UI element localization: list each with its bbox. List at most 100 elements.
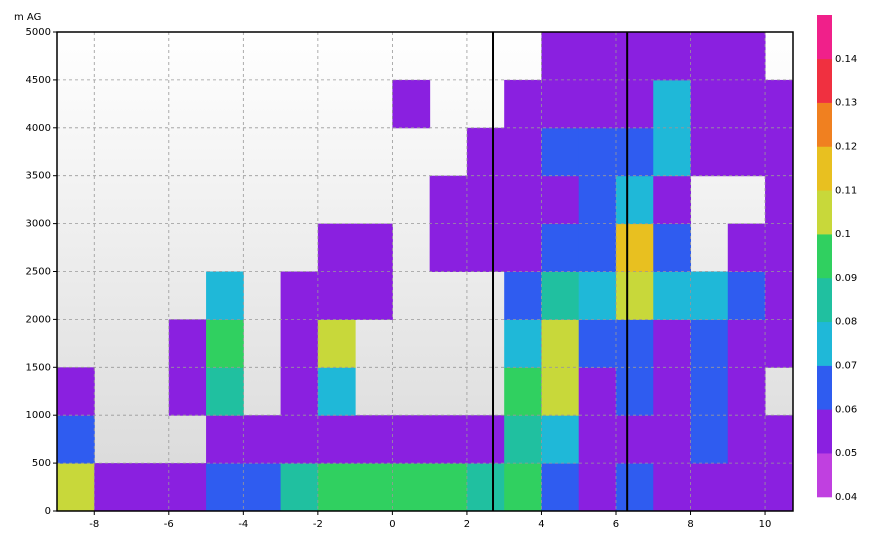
heat-cell <box>765 176 793 224</box>
heat-cell <box>504 224 542 272</box>
heat-cell <box>318 224 356 272</box>
colorbar-swatch <box>817 190 832 234</box>
heat-cell <box>728 80 766 128</box>
y-tick-label: 4000 <box>26 123 51 134</box>
heat-cell <box>691 463 729 511</box>
x-tick-label: -2 <box>313 519 323 530</box>
heat-cell <box>430 463 468 511</box>
y-tick-label: 5000 <box>26 27 51 38</box>
heat-cell <box>169 463 207 511</box>
heat-cell <box>355 272 393 320</box>
x-tick-label: 6 <box>613 519 619 530</box>
colorbar-swatch <box>817 103 832 147</box>
heat-cell <box>653 128 691 176</box>
heat-cell <box>243 415 281 463</box>
colorbar-swatch <box>817 409 832 453</box>
y-tick-label: 3000 <box>26 219 51 230</box>
colorbar-swatch <box>817 366 832 410</box>
heat-cell <box>504 319 542 367</box>
y-tick-label: 0 <box>45 506 51 517</box>
colorbar-label: 0.05 <box>835 448 857 459</box>
heat-cell <box>653 32 691 80</box>
x-tick-label: -8 <box>89 519 99 530</box>
heat-cell <box>169 319 207 367</box>
heat-cell <box>504 176 542 224</box>
colorbar-swatch <box>817 15 832 59</box>
heat-cell <box>355 224 393 272</box>
y-tick-label: 2500 <box>26 267 51 278</box>
heat-cell <box>579 319 617 367</box>
heat-cell <box>467 463 505 511</box>
heat-cell <box>765 80 793 128</box>
heat-cell <box>281 463 319 511</box>
heat-cell <box>467 128 505 176</box>
heat-cell <box>691 272 729 320</box>
heat-cell <box>318 319 356 367</box>
heat-cell <box>579 415 617 463</box>
heat-cell <box>467 176 505 224</box>
heat-cell <box>691 319 729 367</box>
heat-cell <box>691 80 729 128</box>
heat-cell <box>728 272 766 320</box>
heat-cell <box>616 176 654 224</box>
heat-cell <box>616 80 654 128</box>
heat-cell <box>57 367 95 415</box>
heat-cell <box>355 415 393 463</box>
heat-cell <box>579 128 617 176</box>
colorbar-label: 0.04 <box>835 492 857 503</box>
heat-cell <box>691 367 729 415</box>
y-tick-label: 500 <box>32 458 51 469</box>
heat-cell <box>653 463 691 511</box>
heat-cell <box>541 224 579 272</box>
heat-cell <box>504 463 542 511</box>
heat-cell <box>318 367 356 415</box>
y-tick-label: 2000 <box>26 314 51 325</box>
heat-cell <box>653 80 691 128</box>
x-tick-label: 10 <box>759 519 772 530</box>
heat-cell <box>504 80 542 128</box>
heat-cell <box>281 319 319 367</box>
heat-cell <box>653 224 691 272</box>
colorbar-swatch <box>817 234 832 278</box>
heat-cell <box>728 32 766 80</box>
heat-cell <box>318 463 356 511</box>
heat-cell <box>541 176 579 224</box>
colorbar-label: 0.06 <box>835 404 857 415</box>
heat-cell <box>504 128 542 176</box>
colorbar-label: 0.11 <box>835 185 857 196</box>
heat-cell <box>765 272 793 320</box>
heat-cell <box>728 128 766 176</box>
heat-cell <box>504 415 542 463</box>
heat-cell <box>541 128 579 176</box>
heat-cell <box>691 128 729 176</box>
colorbar-swatch <box>817 453 832 497</box>
x-tick-label: 4 <box>538 519 544 530</box>
heat-cell <box>616 272 654 320</box>
heat-cell <box>579 463 617 511</box>
heat-cell <box>243 463 281 511</box>
heat-cell <box>616 32 654 80</box>
heat-cell <box>653 415 691 463</box>
heat-cell <box>765 128 793 176</box>
heat-cell <box>541 367 579 415</box>
heat-cell <box>653 319 691 367</box>
heat-cell <box>616 415 654 463</box>
heat-cell <box>430 224 468 272</box>
heat-cell <box>579 224 617 272</box>
heat-cell <box>392 463 430 511</box>
colorbar-label: 0.14 <box>835 54 857 65</box>
colorbar-label: 0.12 <box>835 141 857 152</box>
x-tick-label: -4 <box>238 519 248 530</box>
heat-cell <box>467 415 505 463</box>
heat-cell <box>206 415 244 463</box>
heat-cell <box>653 272 691 320</box>
heat-cell <box>616 224 654 272</box>
heat-cell <box>206 367 244 415</box>
heat-cell <box>504 272 542 320</box>
heat-cell <box>691 32 729 80</box>
colorbar-label: 0.1 <box>835 229 851 240</box>
x-tick-label: 0 <box>389 519 395 530</box>
heat-cell <box>765 415 793 463</box>
colorbar-swatch <box>817 278 832 322</box>
heat-cell <box>541 463 579 511</box>
